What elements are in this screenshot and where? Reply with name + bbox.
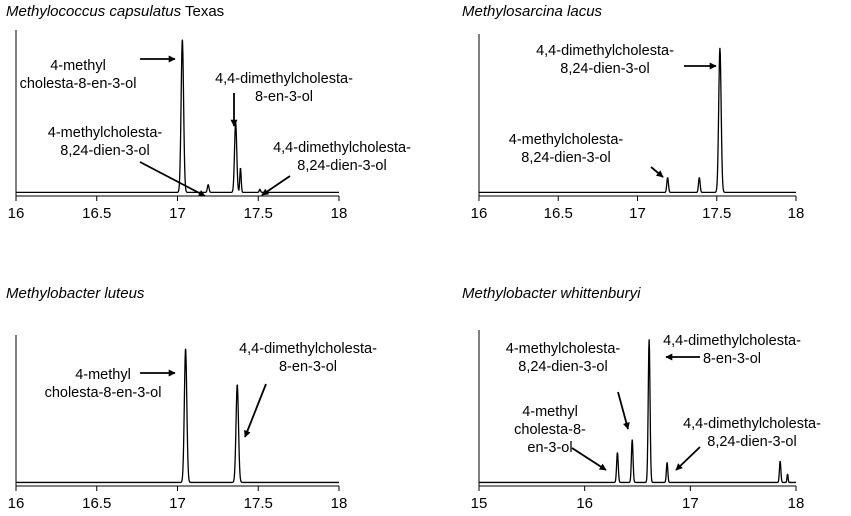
- annotation-line: 8-en-3-ol: [255, 89, 313, 105]
- chromatogram-trace: [16, 349, 339, 484]
- chart-panel-3: Methylobacter luteus 16 16.5 17 17.5 18 4-meth…: [6, 285, 377, 512]
- annotation-line: 4,4-dimethylcholesta-: [536, 43, 674, 59]
- peak-annotation: 4-methyl cholesta-8-en-3-ol: [20, 58, 137, 92]
- annotation-arrow: [571, 447, 607, 471]
- chromatogram-trace: [479, 47, 796, 194]
- peak-apex: [719, 47, 721, 50]
- annotation-arrow: [675, 446, 701, 471]
- annotation-line: 4,4-dimethylcholesta-: [683, 416, 821, 432]
- x-tick-label: 18: [331, 205, 348, 222]
- chart-panel-2: Methylosarcina lacus 16 16.5 17 17.5 18 4,4-di…: [462, 3, 804, 222]
- x-tick-label: 18: [788, 205, 805, 222]
- x-tick-label: 17.5: [702, 205, 731, 222]
- panel-title-plain: Texas: [181, 3, 224, 20]
- annotation-line: cholesta-8-en-3-ol: [20, 76, 137, 92]
- annotation-line: 4-methyl: [50, 58, 106, 74]
- annotation-line: 4-methylcholesta-: [48, 125, 163, 141]
- x-tick-label: 16: [576, 495, 593, 512]
- panel-title-italic: Methylobacter luteus: [6, 285, 145, 302]
- annotation-line: en-3-ol: [527, 440, 572, 456]
- x-tick-label: 17: [629, 205, 646, 222]
- annotation-line: 8-en-3-ol: [279, 359, 337, 375]
- peak-annotation: 4,4-dimethylcholesta- 8-en-3-ol: [663, 333, 801, 367]
- peak-annotation: 4,4-dimethylcholesta- 8,24-dien-3-ol: [683, 416, 821, 450]
- x-tick-label: 17.5: [244, 495, 273, 512]
- peak-annotation: 4,4-dimethylcholesta- 8,24-dien-3-ol: [536, 43, 674, 77]
- peak-apex: [786, 473, 789, 476]
- annotation-line: 4-methylcholesta-: [506, 341, 621, 357]
- x-tick-label: 17: [169, 205, 186, 222]
- peak-apex: [236, 384, 238, 386]
- annotation-line: 8,24-dien-3-ol: [560, 61, 649, 77]
- panel-title: Methylosarcina lacus: [462, 3, 603, 20]
- annotation-line: 8-en-3-ol: [703, 351, 761, 367]
- annotation-line: 4,4-dimethylcholesta-: [239, 341, 377, 357]
- peak-apex: [667, 177, 669, 179]
- annotation-line: 8,24-dien-3-ol: [521, 150, 610, 166]
- x-tick-label: 18: [788, 495, 805, 512]
- annotation-line: 8,24-dien-3-ol: [707, 434, 796, 450]
- x-tick-label: 16: [8, 495, 25, 512]
- annotation-arrow: [139, 161, 206, 197]
- annotation-line: 4,4-dimethylcholesta-: [663, 333, 801, 349]
- annotation-arrow: [261, 175, 291, 196]
- x-tick-label: 15: [471, 495, 488, 512]
- peak-apex: [181, 39, 183, 41]
- peak-apex: [616, 452, 619, 454]
- peak-apex: [698, 177, 700, 179]
- annotation-line: 4,4-dimethylcholesta-: [273, 140, 411, 156]
- peak-annotation: 4-methylcholesta- 8,24-dien-3-ol: [509, 132, 624, 166]
- peak-apex: [259, 189, 261, 191]
- panel-title-italic: Methylobacter whittenburyi: [462, 285, 641, 302]
- peak-annotation: 4-methyl cholesta-8-en-3-ol: [45, 367, 162, 401]
- peak-annotation: 4-methyl cholesta-8- en-3-ol: [514, 404, 586, 456]
- x-tick-label: 16: [471, 205, 488, 222]
- annotation-line: 4-methyl: [75, 367, 131, 383]
- panel-title: Methylococcus capsulatus Texas: [6, 3, 224, 20]
- annotation-line: 8,24-dien-3-ol: [297, 158, 386, 174]
- x-tick-label: 16: [8, 205, 25, 222]
- x-tick-label: 17.5: [244, 205, 273, 222]
- annotation-line: cholesta-8-en-3-ol: [45, 385, 162, 401]
- peak-annotation: 4-methylcholesta- 8,24-dien-3-ol: [48, 125, 163, 159]
- chart-panel-1: Methylococcus capsulatus Texas 16 16.5 17 17…: [6, 3, 411, 222]
- peak-annotation: 4,4-dimethylcholesta- 8,24-dien-3-ol: [273, 140, 411, 174]
- peak-annotation: 4-methylcholesta- 8,24-dien-3-ol: [506, 341, 621, 375]
- chromatogram-trace: [479, 339, 796, 484]
- x-tick-label: 16.5: [544, 205, 573, 222]
- x-tick-label: 17: [169, 495, 186, 512]
- x-tick-label: 18: [331, 495, 348, 512]
- annotation-arrow: [244, 383, 267, 438]
- peak-apex: [207, 184, 209, 186]
- peak-apex: [631, 439, 633, 441]
- peak-apex: [184, 348, 187, 350]
- panel-title-italic: Methylosarcina lacus: [462, 3, 603, 20]
- chart-panel-4: Methylobacter whittenburyi 15 16 17 18 4-meth…: [462, 285, 821, 512]
- panel-title-italic: Methylococcus capsulatus: [6, 3, 182, 20]
- x-tick-label: 17: [682, 495, 699, 512]
- annotation-line: 8,24-dien-3-ol: [60, 143, 149, 159]
- x-tick-label: 16.5: [82, 205, 111, 222]
- peak-annotation: 4,4-dimethylcholesta- 8-en-3-ol: [215, 71, 353, 105]
- peak-apex: [648, 339, 650, 341]
- peak-apex: [235, 122, 237, 124]
- panel-title: Methylobacter whittenburyi: [462, 285, 641, 302]
- annotation-line: 4-methylcholesta-: [509, 132, 624, 148]
- panel-title: Methylobacter luteus: [6, 285, 145, 302]
- peak-apex: [239, 167, 242, 170]
- annotation-arrow: [650, 166, 664, 178]
- annotation-line: 4-methyl: [522, 404, 578, 420]
- chromatogram-trace: [16, 40, 339, 194]
- annotation-line: cholesta-8-: [514, 422, 586, 438]
- peak-apex: [666, 462, 668, 464]
- annotation-line: 8,24-dien-3-ol: [518, 359, 607, 375]
- annotation-line: 4,4-dimethylcholesta-: [215, 71, 353, 87]
- x-tick-label: 16.5: [82, 495, 111, 512]
- peak-apex: [779, 460, 781, 463]
- peak-annotation: 4,4-dimethylcholesta- 8-en-3-ol: [239, 341, 377, 375]
- annotation-arrow: [617, 391, 630, 430]
